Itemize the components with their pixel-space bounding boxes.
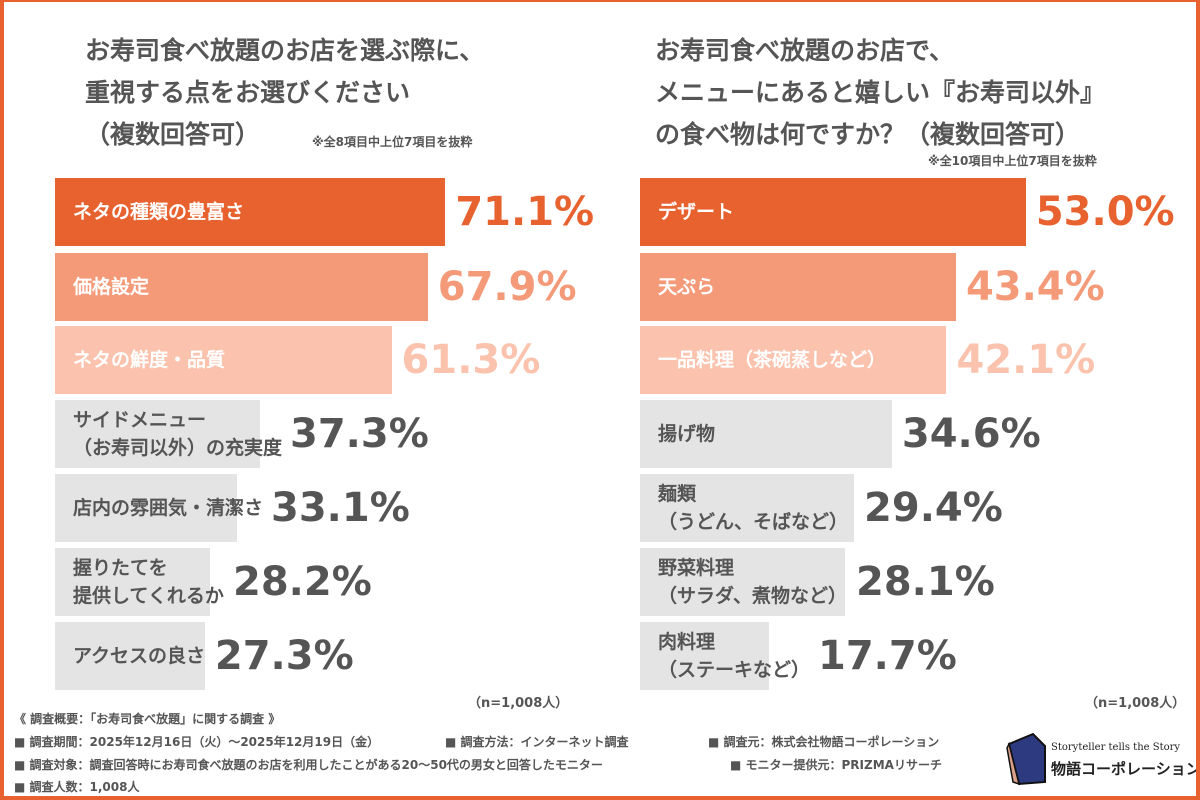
survey-source: ■ 調査元：株式会社物語コーポレーション (708, 735, 940, 749)
bar: 野菜料理 （サラダ、煮物など） (640, 548, 848, 616)
chart-note: ※全10項目中上位7項目を抜粋 (928, 154, 1097, 168)
category-label: ネタの種類の豊富さ (73, 201, 245, 223)
sample-size: （n=1,008人） (1085, 696, 1186, 711)
category-label: 肉料理 （ステーキなど） (658, 631, 811, 681)
category-label: 麺類 （うどん、そばなど） (658, 483, 849, 533)
value-label: 53.0% (1035, 189, 1175, 235)
sample-size: （n=1,008人） (468, 696, 569, 711)
category-label: サイドメニュー （お寿司以外）の充実度 (73, 409, 283, 459)
value-label: 37.3% (290, 411, 429, 457)
bar: サイドメニュー （お寿司以外）の充実度 (55, 400, 282, 468)
survey-heading: 《 調査概要：「お寿司食べ放題」に関する調査 》 (14, 712, 281, 726)
category-label: アクセスの良さ (73, 645, 206, 667)
survey-target: ■ 調査対象：調査回答時にお寿司食べ放題のお店を利用したことがある20～50代の… (14, 758, 603, 772)
chart-title: お寿司食べ放題のお店を選ぶ際に、 重視する点をお選びください （複数回答可） (85, 36, 485, 149)
survey-period: ■ 調査期間：2025年12月16日（火）～2025年12月19日（金） (14, 735, 380, 749)
category-label: 野菜料理 （サラダ、煮物など） (658, 557, 848, 607)
category-label: 一品料理（茶碗蒸しなど） (658, 349, 887, 371)
value-label: 28.1% (856, 559, 995, 605)
category-label: ネタの鮮度・品質 (73, 349, 226, 371)
survey-count: ■ 調査人数：1,008人 (14, 780, 140, 794)
category-label: 価格設定 (73, 276, 150, 298)
chart-title: お寿司食べ放題のお店で、 メニューにあると嬉しい『お寿司以外』 の食べ物は何です… (655, 36, 1106, 149)
logo-tagline: Storyteller tells the Story (1051, 742, 1181, 753)
bar: ネタの鮮度・品質 (55, 326, 392, 394)
category-label: 揚げ物 (658, 423, 716, 445)
bar: 揚げ物 (640, 400, 892, 468)
logo-name: 物語コーポレーション (1051, 760, 1200, 778)
book-icon (1006, 732, 1046, 786)
value-label: 43.4% (965, 264, 1105, 310)
bar: 天ぷら (640, 253, 956, 321)
value-label: 17.7% (818, 633, 957, 679)
survey-provider: ■ モニター提供元：PRIZMAリサーチ (730, 758, 942, 772)
value-label: 29.4% (864, 485, 1003, 531)
value-label: 28.2% (233, 559, 372, 605)
bar: 麺類 （うどん、そばなど） (640, 474, 855, 542)
category-label: 店内の雰囲気・清潔さ (73, 497, 264, 519)
bar: 握りたてを 提供してくれるか (55, 548, 224, 616)
value-label: 61.3% (401, 337, 541, 383)
value-label: 71.1% (455, 189, 595, 235)
value-label: 27.3% (214, 633, 354, 679)
bar: 肉料理 （ステーキなど） (640, 622, 810, 690)
category-label: 天ぷら (658, 276, 716, 298)
category-label: デザート (658, 201, 735, 223)
logo: Storyteller tells the Story 物語コーポレーション (1005, 730, 1200, 790)
chart-note: ※全8項目中上位7項目を抜粋 (312, 135, 473, 149)
bar: デザート (640, 178, 1026, 246)
bar: ネタの種類の豊富さ (55, 178, 446, 246)
bar: 一品料理（茶碗蒸しなど） (640, 326, 947, 394)
category-label: 握りたてを 提供してくれるか (73, 557, 224, 607)
value-label: 33.1% (271, 485, 410, 531)
value-label: 67.9% (437, 264, 577, 310)
bar: 価格設定 (55, 253, 428, 321)
survey-method: ■ 調査方法：インターネット調査 (445, 735, 629, 749)
value-label: 34.6% (901, 411, 1041, 457)
value-label: 42.1% (956, 337, 1096, 383)
bar: 店内の雰囲気・清潔さ (55, 474, 263, 542)
bar: アクセスの良さ (55, 622, 205, 690)
